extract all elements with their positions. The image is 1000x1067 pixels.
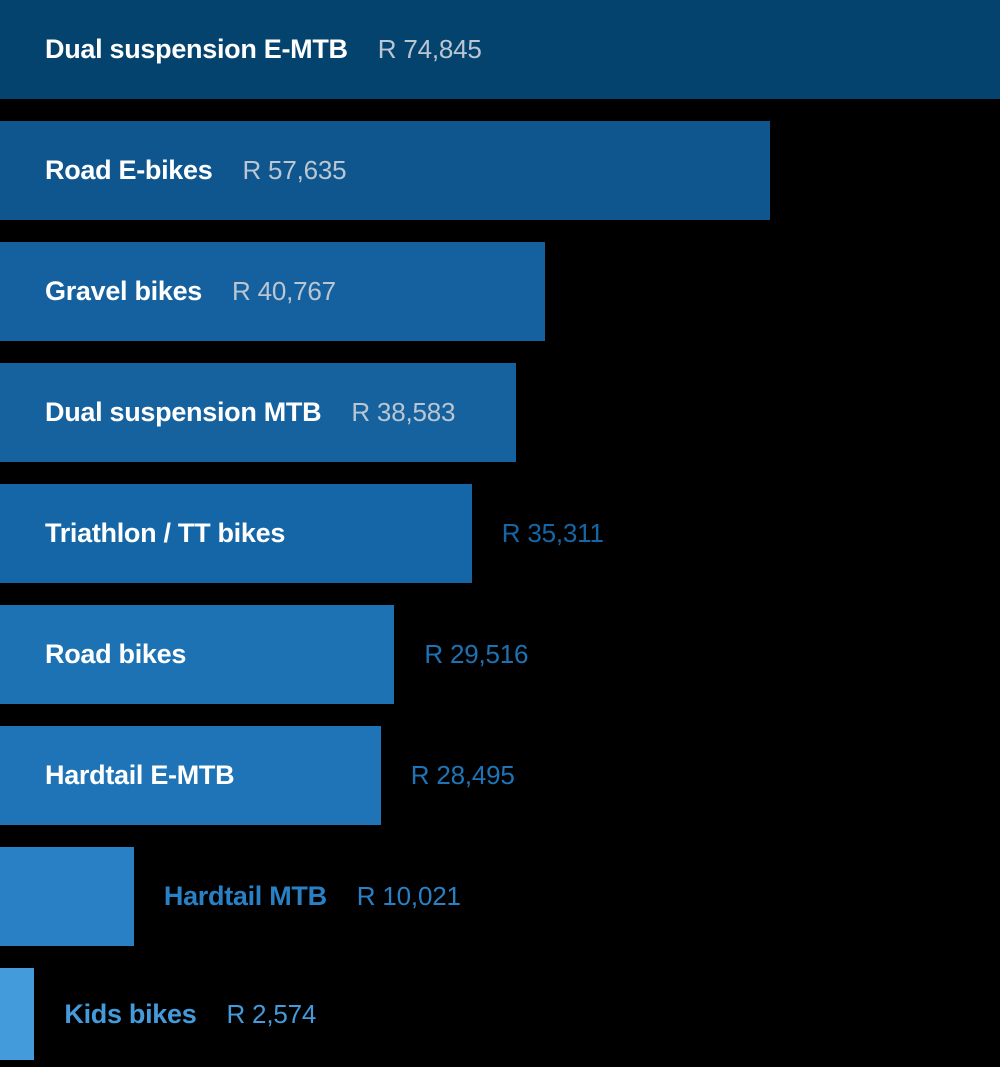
bar-dual-suspension-e-mtb bbox=[0, 0, 1000, 99]
bar-value: R 28,495 bbox=[410, 760, 515, 790]
bar-hardtail-mtb bbox=[0, 847, 134, 946]
bar-label: Road bikes bbox=[45, 639, 187, 669]
bar-value: R 74,845 bbox=[377, 34, 482, 64]
bar-value-outside: R 35,311 bbox=[502, 484, 604, 583]
bar-value-outside: R 28,495 bbox=[411, 726, 515, 825]
bar-kids-bikes bbox=[0, 968, 35, 1060]
chart-row: R 35,311 Triathlon / TT bikes bbox=[0, 484, 1000, 583]
bar-road-e-bikes bbox=[0, 121, 771, 220]
bar-text-group: Gravel bikes R 40,767 bbox=[45, 242, 336, 341]
bar-dual-suspension-mtb bbox=[0, 363, 516, 462]
bar-text-group: Triathlon / TT bikes bbox=[45, 484, 285, 583]
chart-row: Gravel bikes R 40,767 bbox=[0, 242, 1000, 341]
bar-value: R 10,021 bbox=[356, 881, 461, 911]
bar-label: Dual suspension E-MTB bbox=[45, 34, 348, 64]
bar-label: Hardtail E-MTB bbox=[45, 760, 235, 790]
bar-label: Dual suspension MTB bbox=[45, 397, 322, 427]
bar-label: Road E-bikes bbox=[45, 155, 213, 185]
chart-row: R 28,495 Hardtail E-MTB bbox=[0, 726, 1000, 825]
chart-row: Road E-bikes R 57,635 bbox=[0, 121, 1000, 220]
chart-row: Hardtail MTB R 10,021 bbox=[0, 847, 1000, 946]
bar-text-group: Hardtail MTB R 10,021 bbox=[164, 847, 461, 946]
bar-text-group: Road E-bikes R 57,635 bbox=[45, 121, 347, 220]
chart-row: Dual suspension MTB R 38,583 bbox=[0, 363, 1000, 462]
chart-row: Dual suspension E-MTB R 74,845 bbox=[0, 0, 1000, 99]
bar-text-group: Kids bikes R 2,574 bbox=[64, 961, 316, 1067]
bar-label: Hardtail MTB bbox=[163, 881, 327, 911]
bar-road-bikes bbox=[0, 605, 395, 704]
bar-hardtail-e-mtb bbox=[0, 726, 381, 825]
bar-value: R 29,516 bbox=[424, 639, 529, 669]
chart-row: Kids bikes R 2,574 bbox=[0, 968, 1000, 1067]
bar-text-group: Hardtail E-MTB bbox=[45, 726, 235, 825]
bar-text-group: Road bikes bbox=[45, 605, 186, 704]
bar-value-outside: R 29,516 bbox=[424, 605, 528, 704]
bar-text-group: Dual suspension MTB R 38,583 bbox=[45, 363, 455, 462]
bar-triathlon-tt-bikes bbox=[0, 484, 472, 583]
bar-label: Triathlon / TT bikes bbox=[45, 518, 286, 548]
chart-row: R 29,516 Road bikes bbox=[0, 605, 1000, 704]
bar-value: R 57,635 bbox=[242, 155, 347, 185]
bar-label: Kids bikes bbox=[64, 998, 197, 1029]
bar-gravel-bikes bbox=[0, 242, 545, 341]
bar-label: Gravel bikes bbox=[45, 276, 203, 306]
bar-value: R 38,583 bbox=[351, 397, 456, 427]
bar-value: R 40,767 bbox=[232, 276, 336, 306]
bar-value: R 35,311 bbox=[501, 518, 604, 548]
bar-value: R 2,574 bbox=[226, 998, 317, 1029]
bar-text-group: Dual suspension E-MTB R 74,845 bbox=[45, 0, 482, 99]
